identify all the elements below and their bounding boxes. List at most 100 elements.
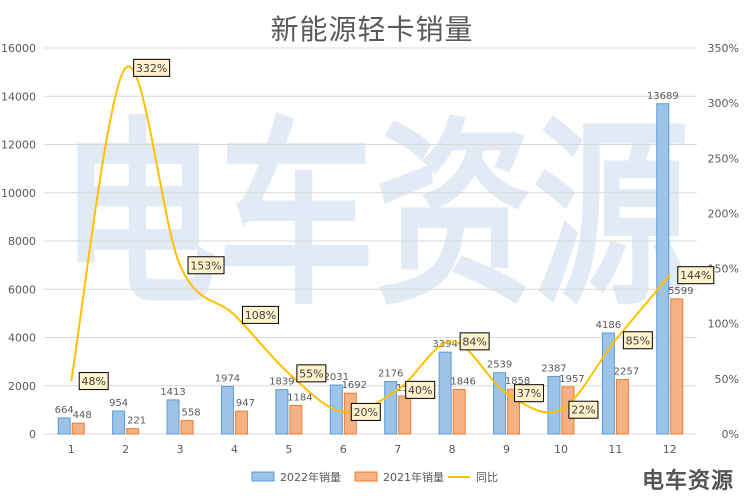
x-tick-label: 9	[503, 443, 510, 456]
bar-2021-label: 1858	[505, 376, 530, 387]
bar-2021	[289, 404, 303, 435]
y-tick-label: 4000	[8, 332, 36, 345]
bar-2021-label: 1846	[450, 376, 475, 387]
bar-2022	[493, 372, 507, 435]
bar-2022-label: 954	[109, 398, 128, 409]
x-tick-label: 7	[394, 443, 401, 456]
line-label-box	[133, 58, 171, 77]
line-label-box	[677, 266, 715, 285]
bar-2021	[398, 395, 412, 435]
bar-2022-label: 2176	[378, 369, 403, 380]
bar-2021-label: 1692	[342, 380, 367, 391]
legend-label-2021: 2021年销量	[383, 470, 444, 484]
y2-tick-label: 300%	[708, 97, 739, 110]
x-tick-label: 11	[608, 443, 622, 456]
x-tick-label: 2	[122, 443, 129, 456]
line-label-box	[187, 256, 225, 275]
y-tick-label: 0	[29, 428, 36, 441]
y-tick-label: 10000	[1, 187, 36, 200]
y-tick-label: 12000	[1, 139, 36, 152]
bar-2022-label: 3394	[432, 339, 457, 350]
x-tick-label: 4	[231, 443, 238, 456]
bar-2021-label: 1957	[559, 374, 584, 385]
bar-2022	[220, 385, 234, 435]
bar-2021-label: 1184	[287, 392, 312, 403]
x-tick-label: 12	[663, 443, 677, 456]
bar-2021-label: 5599	[668, 286, 693, 297]
line-label: 332%	[136, 62, 167, 75]
line-label: 48%	[81, 375, 105, 388]
legend: 2022年销量 2021年销量 同比	[251, 470, 498, 484]
line-label: 84%	[462, 335, 486, 348]
line-label: 85%	[626, 334, 650, 347]
bar-2021	[180, 420, 194, 435]
line-label: 108%	[245, 309, 276, 322]
line-label-box	[568, 400, 599, 419]
bar-2021	[615, 379, 629, 435]
y2-tick-label: 0%	[722, 428, 739, 441]
line-label: 20%	[354, 406, 378, 419]
bar-2021-label: 221	[127, 416, 146, 427]
line-label-box	[78, 372, 109, 391]
y2-tick-label: 350%	[708, 42, 739, 55]
bar-2022	[656, 103, 670, 435]
y-tick-label: 14000	[1, 90, 36, 103]
line-label-box	[241, 305, 279, 324]
bar-2022	[384, 381, 398, 435]
x-tick-label: 1	[68, 443, 75, 456]
brand-logo: 电车资源	[641, 469, 734, 494]
x-tick-label: 8	[449, 443, 456, 456]
y2-tick-label: 200%	[708, 207, 739, 220]
y2-tick-label: 150%	[708, 263, 739, 276]
line-label: 37%	[517, 387, 541, 400]
line-label-box	[622, 331, 653, 350]
watermark-text: 电车资源	[60, 100, 690, 333]
bar-2021-label: 2257	[614, 367, 639, 378]
line-label: 153%	[190, 259, 221, 272]
bar-2022-label: 2031	[324, 372, 349, 383]
bar-2022	[275, 389, 289, 435]
legend-swatch-2022	[251, 471, 275, 482]
bar-2021	[71, 422, 85, 435]
x-tick-label: 6	[340, 443, 347, 456]
bar-2021	[670, 298, 684, 435]
y2-tick-label: 100%	[708, 318, 739, 331]
bar-2021-label: 558	[181, 408, 200, 419]
x-tick-label: 10	[554, 443, 568, 456]
line-label-box	[296, 364, 327, 383]
bar-2022	[547, 375, 561, 435]
bar-2022	[601, 332, 615, 435]
bar-2021-label: 947	[236, 398, 255, 409]
line-label-box	[459, 332, 490, 351]
bar-2021	[452, 388, 466, 435]
y2-tick-label: 250%	[708, 152, 739, 165]
line-label: 55%	[299, 367, 323, 380]
watermark: 电车资源	[60, 100, 690, 333]
y-tick-label: 8000	[8, 235, 36, 248]
y-tick-label: 6000	[8, 283, 36, 296]
bar-2022-label: 1413	[160, 387, 185, 398]
bar-series	[57, 103, 684, 435]
bar-2022-label: 2539	[487, 360, 512, 371]
line-label-box	[405, 380, 436, 399]
bar-2022-label: 4186	[596, 320, 621, 331]
bar-2022	[166, 399, 180, 435]
y-tick-label: 2000	[8, 380, 36, 393]
bar-2022-label: 1974	[215, 373, 240, 384]
bar-2022-label: 13689	[647, 91, 679, 102]
x-tick-label: 3	[177, 443, 184, 456]
line-label-box	[350, 402, 381, 421]
y2-tick-label: 50%	[715, 373, 739, 386]
bar-2021	[234, 410, 248, 435]
bar-2021-label: 448	[73, 410, 92, 421]
y-axis-right: 0% 50% 100% 150% 200% 250% 300% 350%	[708, 42, 739, 441]
legend-label-2022: 2022年销量	[280, 470, 341, 484]
bar-2022	[438, 351, 452, 435]
line-label: 40%	[408, 384, 432, 397]
line-data-labels: 48% 332% 153% 108% 55% 20% 40% 84% 37% 22% 85% 144%	[78, 58, 715, 421]
y-axis-left: 0 2000 4000 6000 8000 10000 12000 14000 16000	[1, 42, 36, 441]
line-label: 22%	[571, 404, 595, 417]
